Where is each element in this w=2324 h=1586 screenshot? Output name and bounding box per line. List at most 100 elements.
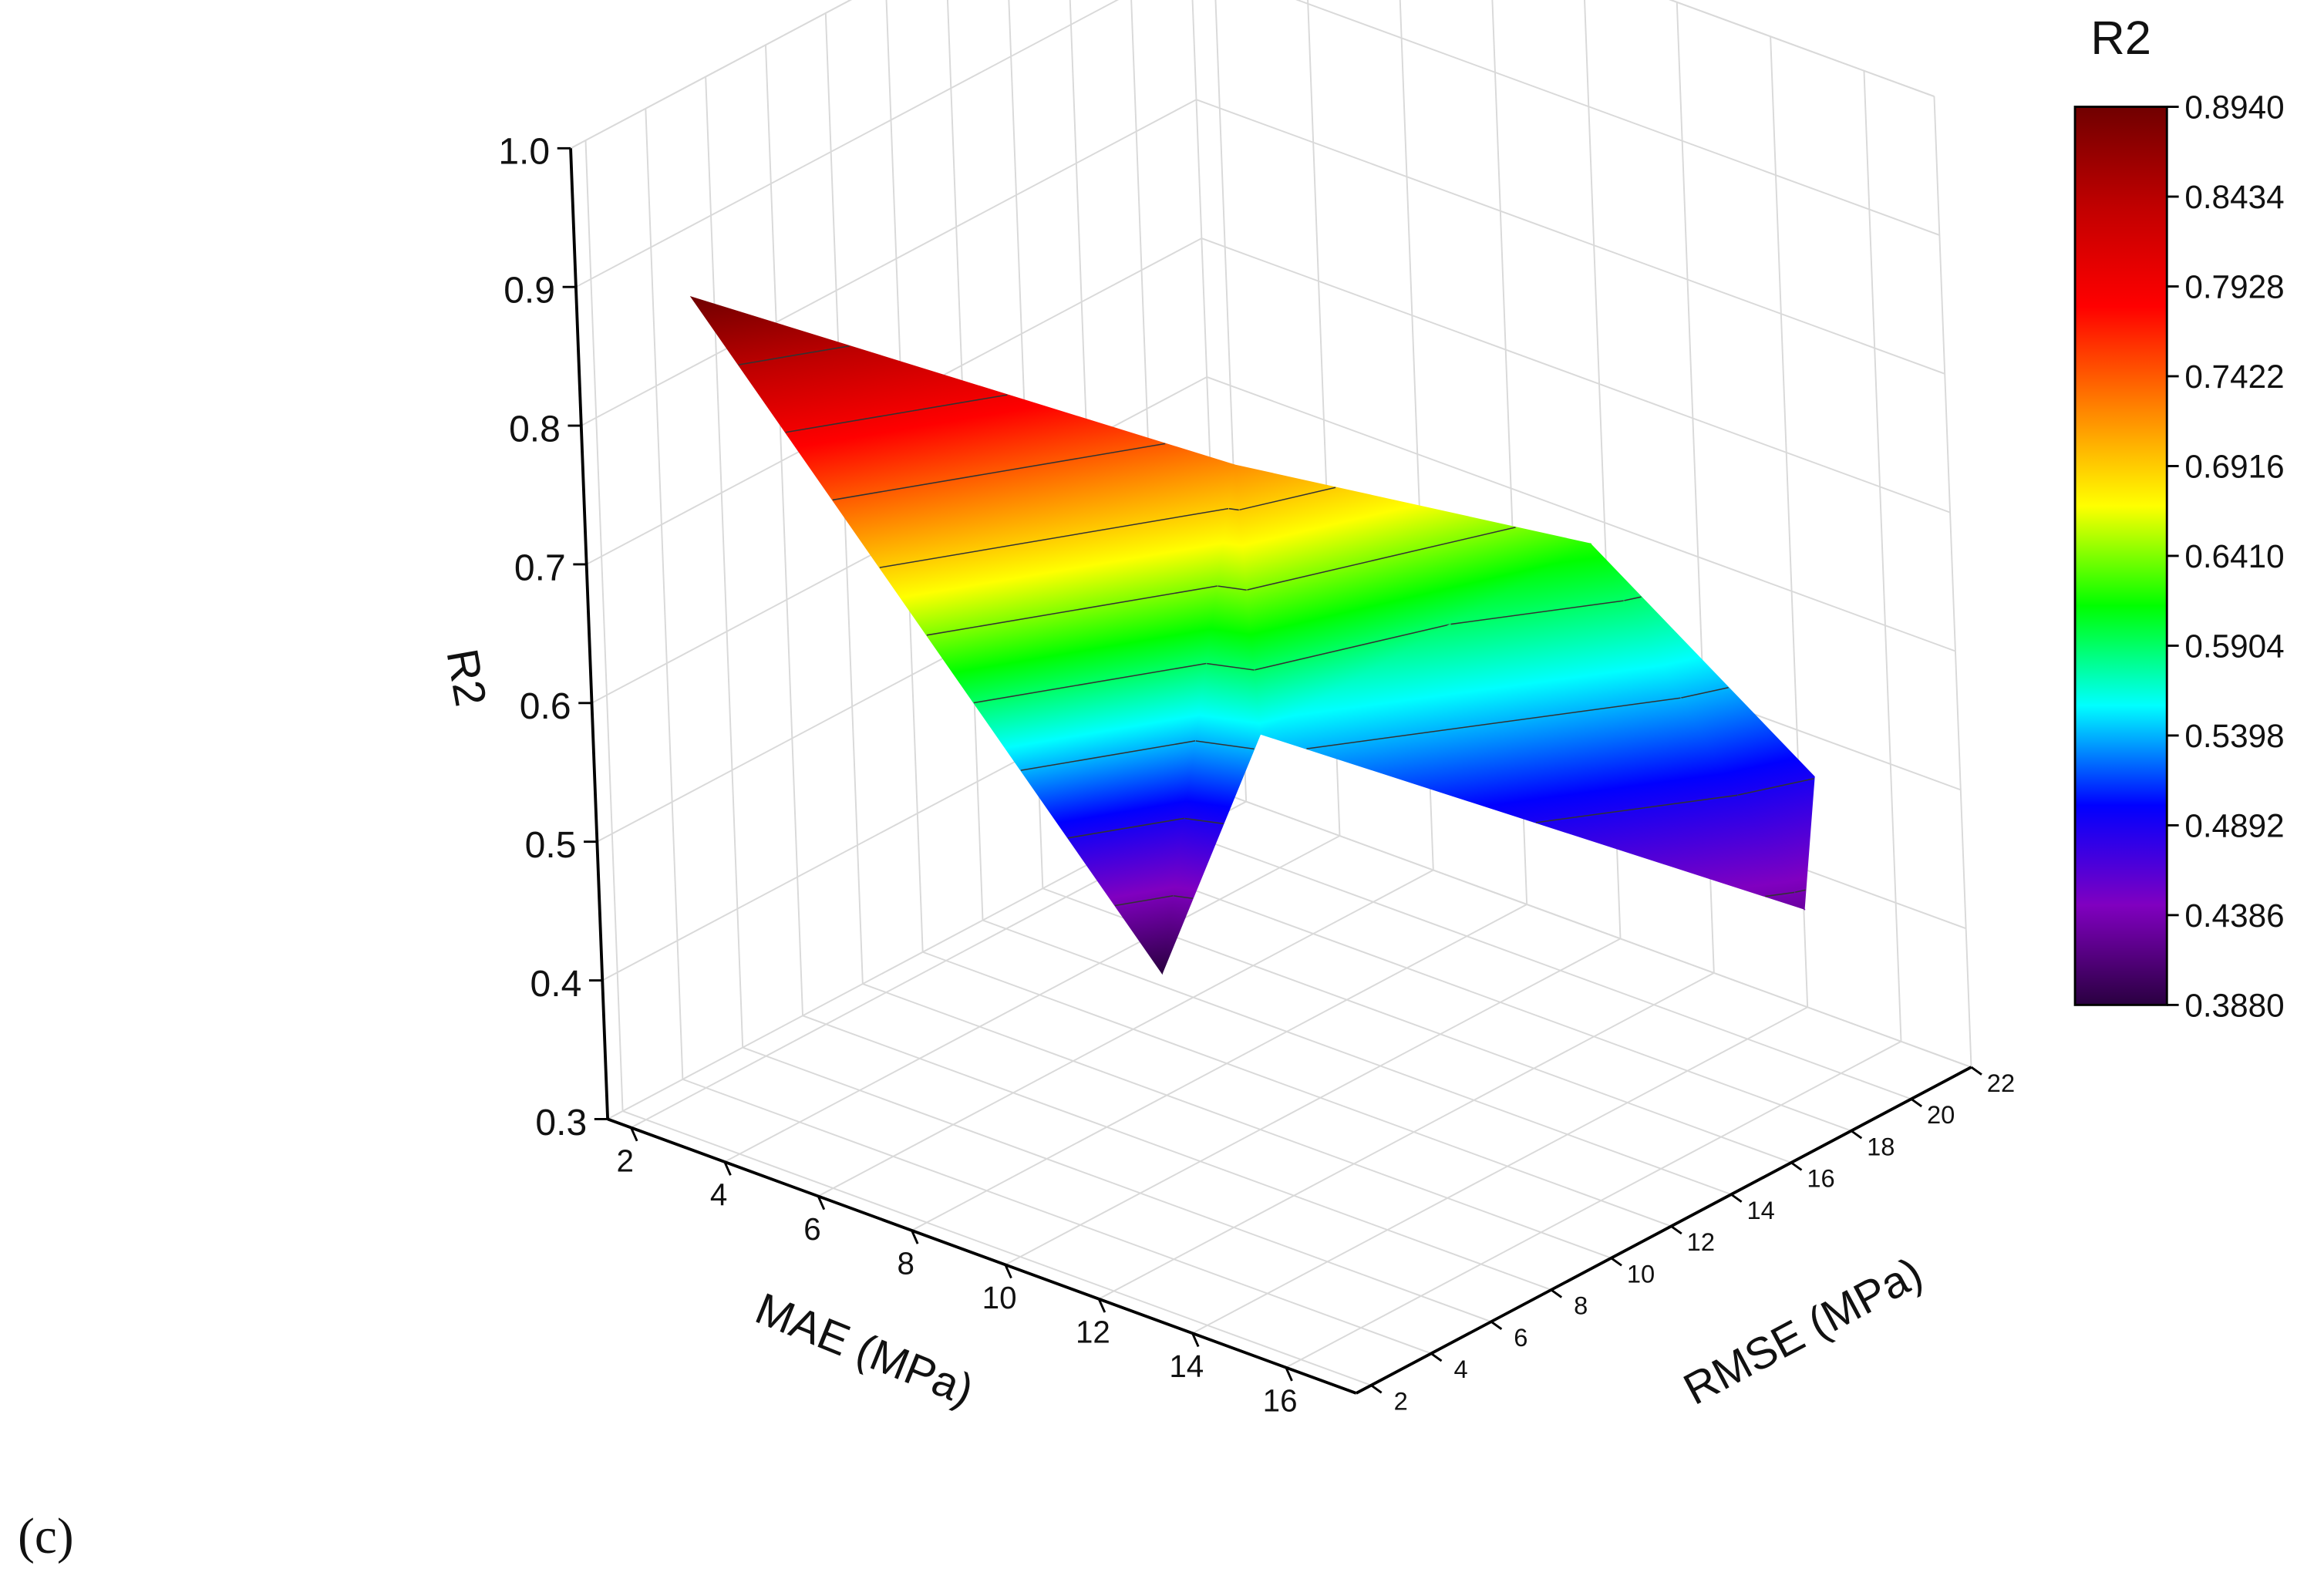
grid-line <box>645 108 684 1079</box>
contour-line <box>1173 895 1194 900</box>
y-axis <box>1355 1066 1972 1395</box>
colorbar-tick-label: 0.4386 <box>2184 897 2284 934</box>
grid-line <box>817 869 1434 1197</box>
y-tick-label: 12 <box>1687 1227 1715 1256</box>
x-tick <box>630 1126 638 1142</box>
grid-line <box>622 1110 1372 1386</box>
x-tick <box>1004 1264 1012 1279</box>
grid-line <box>742 1046 1492 1323</box>
contour-line <box>1306 697 1681 749</box>
grid-line <box>1098 972 1715 1300</box>
grid-line <box>1201 237 1951 514</box>
contour-line <box>1228 507 1239 511</box>
contour-line <box>785 394 1008 433</box>
contour-line <box>1765 891 1795 897</box>
z-tick-label: 0.3 <box>535 1103 587 1143</box>
z-tick-label: 0.5 <box>525 825 577 866</box>
colorbar-tick-label: 0.6916 <box>2184 448 2284 484</box>
x-tick-label: 10 <box>982 1280 1017 1315</box>
y-tick <box>1851 1130 1863 1140</box>
grid-line <box>1295 0 1940 236</box>
z-tick-label: 0.8 <box>509 409 561 450</box>
z-tick-label: 0.6 <box>520 686 571 727</box>
x-tick-label: 16 <box>1263 1382 1298 1418</box>
grid-line <box>705 76 744 1048</box>
y-tick-label: 6 <box>1514 1323 1527 1352</box>
contour-line <box>1184 817 1224 825</box>
colorbar-tick-label: 0.5904 <box>2184 628 2284 664</box>
x-tick-label: 14 <box>1169 1349 1204 1384</box>
colorbar-tick-label: 0.7928 <box>2184 269 2284 305</box>
x-tick-label: 12 <box>1076 1315 1110 1350</box>
z-tick-label: 0.7 <box>514 547 566 588</box>
x-tick <box>1097 1298 1106 1313</box>
contour-line <box>1114 895 1174 907</box>
contour-line <box>738 345 850 365</box>
contour-line <box>1737 777 1814 796</box>
y-tick-label: 8 <box>1574 1291 1588 1320</box>
grid-line <box>802 1015 1552 1291</box>
grid-line <box>1669 0 1935 97</box>
contour-line <box>1450 600 1624 625</box>
y-tick-label: 10 <box>1627 1259 1655 1288</box>
y-tick <box>1370 1384 1383 1394</box>
x-tick <box>723 1161 732 1176</box>
contour-line <box>1067 817 1184 839</box>
y-tick <box>1610 1257 1622 1267</box>
box-edge <box>570 0 852 150</box>
x-tick-label: 4 <box>710 1177 727 1213</box>
contour-line <box>1020 740 1196 771</box>
grid-line <box>581 99 1197 426</box>
grid-line <box>1005 938 1621 1266</box>
grid-line <box>724 835 1340 1163</box>
contour-line <box>1794 889 1806 894</box>
y-tick <box>1430 1352 1443 1362</box>
caption: (c) <box>18 1509 74 1564</box>
y-tick-label: 2 <box>1394 1386 1408 1415</box>
z-tick-label: 0.9 <box>504 271 555 311</box>
grid-line <box>911 904 1527 1231</box>
colorbar <box>2073 106 2168 1006</box>
contour-line <box>879 507 1229 568</box>
grid-line <box>1196 99 1945 375</box>
colorbar-tick-label: 0.5398 <box>2184 718 2284 754</box>
y-tick <box>1790 1161 1803 1171</box>
colorbar-tick-label: 0.8940 <box>2184 89 2284 126</box>
y-tick <box>1670 1225 1682 1235</box>
x-axis <box>607 1117 1357 1395</box>
grid-line <box>1162 823 1912 1100</box>
surface-triangle <box>1258 543 1806 911</box>
x-tick <box>1191 1332 1200 1348</box>
surface-triangle <box>689 296 1235 975</box>
z-tick-label: 0.4 <box>530 964 582 1005</box>
z-axis-title: R2 <box>436 645 495 710</box>
y-tick <box>1910 1098 1922 1108</box>
grid-line <box>682 1078 1432 1355</box>
y-tick-label: 16 <box>1807 1164 1834 1193</box>
contour-line <box>1195 740 1255 750</box>
grid-line <box>862 983 1612 1259</box>
x-tick <box>817 1195 826 1211</box>
y-axis-title: RMSE (MPa) <box>1676 1248 1931 1415</box>
contour-line <box>1680 686 1729 699</box>
y-tick-label: 20 <box>1927 1100 1955 1129</box>
colorbar-title: R2 <box>2090 12 2151 65</box>
contour-line <box>1246 527 1516 591</box>
contour-line <box>1238 487 1336 511</box>
colorbar-tick-label: 0.6410 <box>2184 538 2284 574</box>
y-tick-label: 22 <box>1987 1069 2015 1097</box>
z-tick-label: 1.0 <box>498 132 550 173</box>
grid-line <box>1222 792 1972 1069</box>
grid-line <box>584 140 624 1112</box>
contour-line <box>973 662 1207 704</box>
y-tick <box>1970 1066 1982 1076</box>
grid-line <box>765 45 803 1016</box>
colorbar-tick-label: 0.4892 <box>2184 807 2284 844</box>
contour-line <box>1535 794 1738 823</box>
box-edge <box>1669 0 1935 97</box>
contour-line <box>1254 623 1451 671</box>
grid-line <box>1285 1040 1901 1369</box>
y-tick <box>1730 1193 1743 1203</box>
box-edge <box>1933 96 1972 1068</box>
